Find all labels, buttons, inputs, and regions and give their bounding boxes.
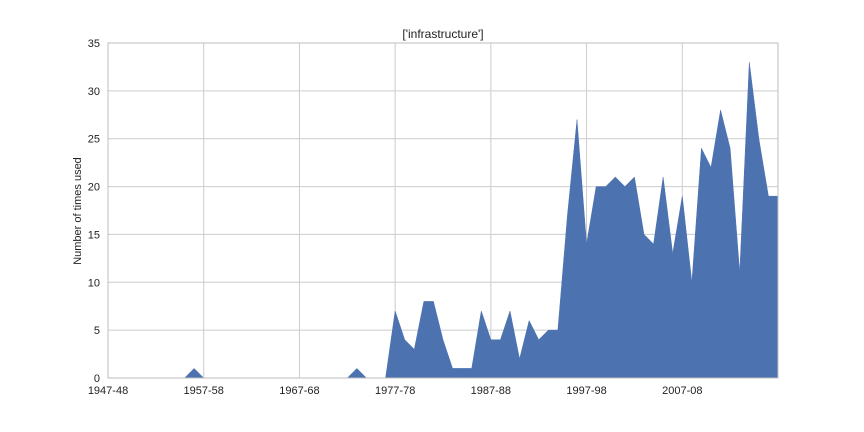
y-tick-label: 10 — [88, 277, 100, 289]
y-tick-label: 5 — [94, 325, 100, 337]
y-tick-label: 25 — [88, 134, 100, 146]
x-tick-label: 1977-78 — [375, 385, 415, 397]
y-tick-label: 35 — [88, 38, 100, 50]
x-tick-label: 1987-88 — [471, 385, 511, 397]
x-tick-label: 2007-08 — [662, 385, 702, 397]
x-tick-label: 1967-68 — [279, 385, 319, 397]
y-axis-label: Number of times used — [72, 157, 84, 265]
x-tick-label: 1997-98 — [566, 385, 606, 397]
y-tick-label: 0 — [94, 373, 100, 385]
plot-frame — [107, 42, 779, 379]
y-tick-label: 15 — [88, 229, 100, 241]
x-tick-label: 1957-58 — [184, 385, 224, 397]
y-tick-labels: 0 5 10 15 20 25 30 35 — [88, 38, 100, 385]
x-tick-labels: 1947-48 1957-58 1967-68 1977-78 1987-88 1997-… — [88, 385, 703, 397]
x-tick-label: 1947-48 — [88, 385, 128, 397]
chart-title: ['infrastructure'] — [402, 27, 483, 41]
y-tick-label: 20 — [88, 182, 100, 194]
y-tick-label: 30 — [88, 86, 100, 98]
